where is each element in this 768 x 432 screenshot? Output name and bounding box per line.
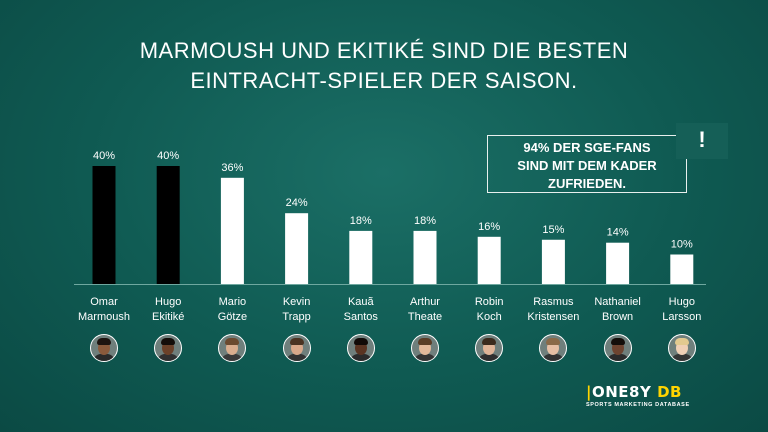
player-photo-8 <box>603 334 632 362</box>
bar-3 <box>285 213 309 284</box>
bar-0 <box>92 166 116 284</box>
player-photo-shirt <box>285 354 308 361</box>
category-label-0-line-2: Marmoush <box>78 311 130 323</box>
player-photo-hair <box>610 338 625 345</box>
exclamation-icon: ! <box>676 123 728 159</box>
logo-db: DB <box>657 383 682 401</box>
logo-name: ONE8Y <box>591 383 652 401</box>
category-label-7-line-1: Rasmus <box>533 296 574 308</box>
fan-satisfaction-callout: 94% DER SGE-FANS SIND MIT DEM KADER ZUFR… <box>487 135 687 193</box>
player-photo-shirt <box>670 354 693 361</box>
chart-title: MARMOUSH UND EKITIKÉ SIND DIE BESTEN EIN… <box>0 36 768 96</box>
player-photo-9 <box>667 334 696 362</box>
bar-7 <box>541 239 565 284</box>
category-label-7-line-2: Kristensen <box>527 311 579 323</box>
category-label-2-line-2: Götze <box>218 311 247 323</box>
player-photo-1 <box>154 334 183 362</box>
category-label-4-line-2: Santos <box>344 311 379 323</box>
player-photo-shirt <box>221 354 244 361</box>
player-photo-hair <box>674 338 689 345</box>
player-photo-hair <box>482 338 497 345</box>
data-label-5: 18% <box>414 215 436 227</box>
data-label-7: 15% <box>542 224 564 236</box>
category-label-9-line-2: Larsson <box>662 311 701 323</box>
category-label-3-line-2: Trapp <box>282 311 310 323</box>
category-label-1-line-1: Hugo <box>155 296 181 308</box>
title-line-1: MARMOUSH UND EKITIKÉ SIND DIE BESTEN <box>139 38 629 63</box>
bar-2 <box>220 177 244 284</box>
player-photo-shirt <box>93 354 115 361</box>
callout-line-1: 94% DER SGE-FANS <box>523 140 651 155</box>
player-photo-hair <box>97 338 111 345</box>
data-label-8: 14% <box>607 227 629 239</box>
data-label-4: 18% <box>350 215 372 227</box>
player-photo-hair <box>289 338 304 345</box>
data-label-0: 40% <box>93 150 115 162</box>
callout-line-2: SIND MIT DEM KADER <box>517 158 657 173</box>
player-photo-0 <box>90 334 118 362</box>
bar-4 <box>349 230 373 284</box>
one8y-db-logo: |ONE8Y DB SPORTS MARKETING DATABASE <box>586 384 706 410</box>
title-line-2: EINTRACHT-SPIELER DER SAISON. <box>190 68 578 93</box>
category-label-6-line-2: Koch <box>477 311 502 323</box>
player-photo-hair <box>225 338 240 345</box>
bar-1 <box>156 166 180 284</box>
player-photo-7 <box>539 334 568 362</box>
category-label-2-line-1: Mario <box>219 296 247 308</box>
logo-tagline: SPORTS MARKETING DATABASE <box>586 402 690 408</box>
category-label-6-line-1: Robin <box>475 296 504 308</box>
bar-5 <box>413 230 437 284</box>
logo-bar: | <box>586 383 592 401</box>
player-photo-shirt <box>157 354 180 361</box>
player-photo-hair <box>418 338 432 345</box>
category-label-5-line-2: Theate <box>408 311 442 323</box>
player-photo-2 <box>218 334 247 362</box>
category-label-8-line-1: Nathaniel <box>594 296 640 308</box>
player-photo-shirt <box>349 354 372 361</box>
player-photo-6 <box>475 334 504 362</box>
callout-line-3: ZUFRIEDEN. <box>548 176 626 191</box>
data-label-1: 40% <box>157 150 179 162</box>
player-photo-hair <box>353 338 368 345</box>
data-label-6: 16% <box>478 221 500 233</box>
player-photo-shirt <box>478 354 501 361</box>
category-label-1-line-2: Ekitiké <box>152 311 184 323</box>
bar-9 <box>670 254 694 284</box>
player-photo-3 <box>282 334 311 362</box>
data-label-9: 10% <box>671 239 693 251</box>
player-photo-hair <box>546 338 561 345</box>
data-label-2: 36% <box>221 162 243 174</box>
category-label-3-line-1: Kevin <box>283 296 311 308</box>
category-label-9-line-1: Hugo <box>669 296 695 308</box>
player-photo-shirt <box>606 354 629 361</box>
data-label-3: 24% <box>286 197 308 209</box>
player-photo-hair <box>161 338 176 345</box>
category-label-4-line-1: Kauã <box>348 296 375 308</box>
category-label-0-line-1: Omar <box>90 296 118 308</box>
logo-wordmark: |ONE8Y DB <box>586 384 706 401</box>
player-photo-shirt <box>414 354 436 361</box>
player-photo-4 <box>346 334 375 362</box>
category-label-8-line-2: Brown <box>602 311 633 323</box>
bar-8 <box>606 242 630 284</box>
player-photo-5 <box>411 334 439 362</box>
bar-6 <box>477 236 501 284</box>
player-photo-shirt <box>542 354 565 361</box>
category-label-5-line-1: Arthur <box>410 296 440 308</box>
